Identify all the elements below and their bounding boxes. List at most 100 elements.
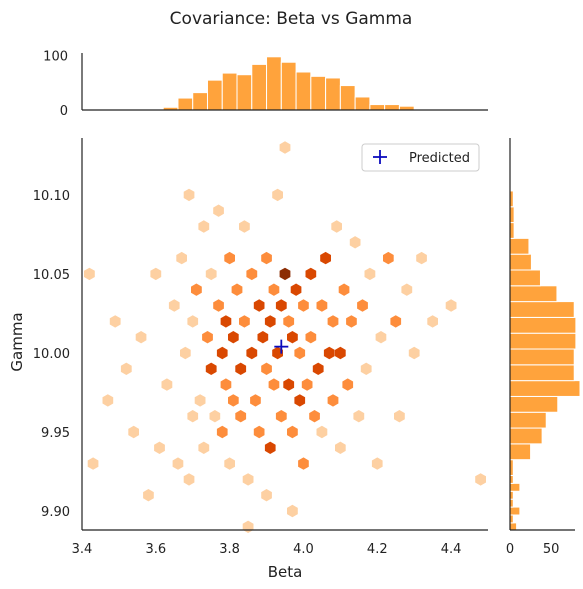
hex-cell (154, 441, 165, 454)
hex-cell (268, 378, 280, 391)
y-axis-ticks: 9.90 9.95 10.00 10.05 10.10 (33, 189, 70, 520)
hex-cell (224, 251, 235, 265)
hex-cell (305, 331, 317, 344)
hex-cell (220, 315, 232, 328)
right-hist-bar (509, 332, 577, 350)
hex-cell (198, 441, 210, 454)
hex-cell (180, 346, 191, 360)
hex-cell (408, 346, 420, 360)
hex-cell (445, 299, 457, 312)
legend-label: Predicted (409, 151, 470, 166)
hex-cell (231, 283, 243, 296)
hex-cell (335, 346, 346, 360)
hex-cell (427, 315, 438, 328)
hex-cell (346, 315, 357, 328)
hex-cell (294, 346, 306, 360)
hex-cell (287, 425, 298, 439)
hex-cell (475, 473, 486, 486)
y-tick-label: 10.10 (33, 189, 70, 204)
hex-cell (371, 457, 383, 470)
hex-cell (335, 441, 346, 454)
hex-cell (272, 188, 283, 202)
top-hist-bar (369, 104, 386, 111)
hex-cell (320, 251, 331, 265)
top-hist-bar (354, 96, 371, 111)
hex-cell (390, 315, 402, 328)
hex-cell (235, 362, 247, 375)
hex-cell (202, 331, 213, 344)
x-tick-label: 3.4 (72, 542, 93, 557)
x-tick-label: 4.2 (367, 542, 388, 557)
right-histogram (509, 190, 581, 532)
hex-cell (323, 346, 335, 360)
hex-cell (205, 362, 217, 375)
hex-cell (349, 236, 361, 249)
top-hist-bar (236, 74, 253, 111)
hex-cell (357, 299, 368, 312)
predicted-marker (274, 339, 289, 354)
hex-cell (84, 267, 95, 281)
legend-plus-icon (373, 150, 387, 164)
top-hist-bar (251, 63, 268, 111)
right-hist-bar (509, 316, 577, 334)
hex-cell (187, 315, 199, 328)
right-hist-bar (509, 301, 575, 318)
right-hist-bar (509, 348, 575, 366)
top-hist-bar (325, 77, 341, 111)
hex-cell (264, 441, 276, 454)
hex-cell (375, 331, 387, 344)
hex-cell (353, 410, 365, 423)
hex-cell (239, 315, 250, 328)
hex-cell (205, 267, 217, 281)
x-axis-ticks: 3.4 3.6 3.8 4.0 4.2 4.4 (72, 542, 462, 557)
hex-cell (183, 188, 195, 202)
top-hist-bar (384, 104, 400, 111)
right-hist-bar (509, 427, 543, 445)
right-hist-bar (509, 206, 515, 224)
hex-cell (250, 394, 261, 407)
hex-cell (228, 331, 239, 344)
right-hist-bar (509, 237, 530, 255)
hex-cell (120, 362, 132, 375)
hex-cell (287, 504, 298, 518)
hex-cell (228, 394, 239, 407)
hex-cell (187, 410, 199, 423)
hex-cell (279, 141, 291, 154)
y-tick-label: 9.90 (41, 505, 70, 520)
hex-cell (261, 489, 272, 502)
legend-box (361, 143, 480, 172)
top-histogram-ticks: 0 100 (43, 50, 68, 119)
hex-cell (287, 331, 298, 344)
hex-cell (209, 410, 221, 423)
top-hist-tick-label: 0 (60, 104, 68, 119)
hex-cell (242, 520, 254, 533)
hex-cell (305, 267, 317, 281)
right-hist-bar (509, 443, 532, 461)
right-hist-bar (509, 222, 515, 239)
hex-cell (312, 362, 324, 375)
hex-cell (283, 315, 295, 328)
legend: Predicted (361, 143, 480, 172)
right-hist-bar (509, 285, 558, 303)
hex-cell (338, 283, 350, 296)
top-hist-bar (280, 61, 297, 111)
hex-cell (213, 299, 224, 312)
hex-cell (316, 299, 328, 312)
x-tick-label: 4.4 (441, 542, 462, 557)
y-axis-label: Gamma (8, 312, 26, 371)
hex-cell (172, 457, 184, 470)
hex-cell (257, 331, 269, 344)
right-hist-bar (509, 395, 559, 413)
hex-cell (253, 425, 265, 439)
right-histogram-ticks: 0 50 (506, 542, 560, 557)
top-histogram (162, 56, 415, 111)
top-hist-bar (310, 75, 327, 111)
hex-cell (360, 362, 372, 375)
hex-cell (102, 394, 114, 407)
hex-cell (194, 394, 206, 407)
hex-cell (161, 378, 173, 391)
hex-cell (279, 267, 291, 281)
right-hist-bar (509, 506, 521, 516)
right-hist-bar (509, 269, 541, 287)
